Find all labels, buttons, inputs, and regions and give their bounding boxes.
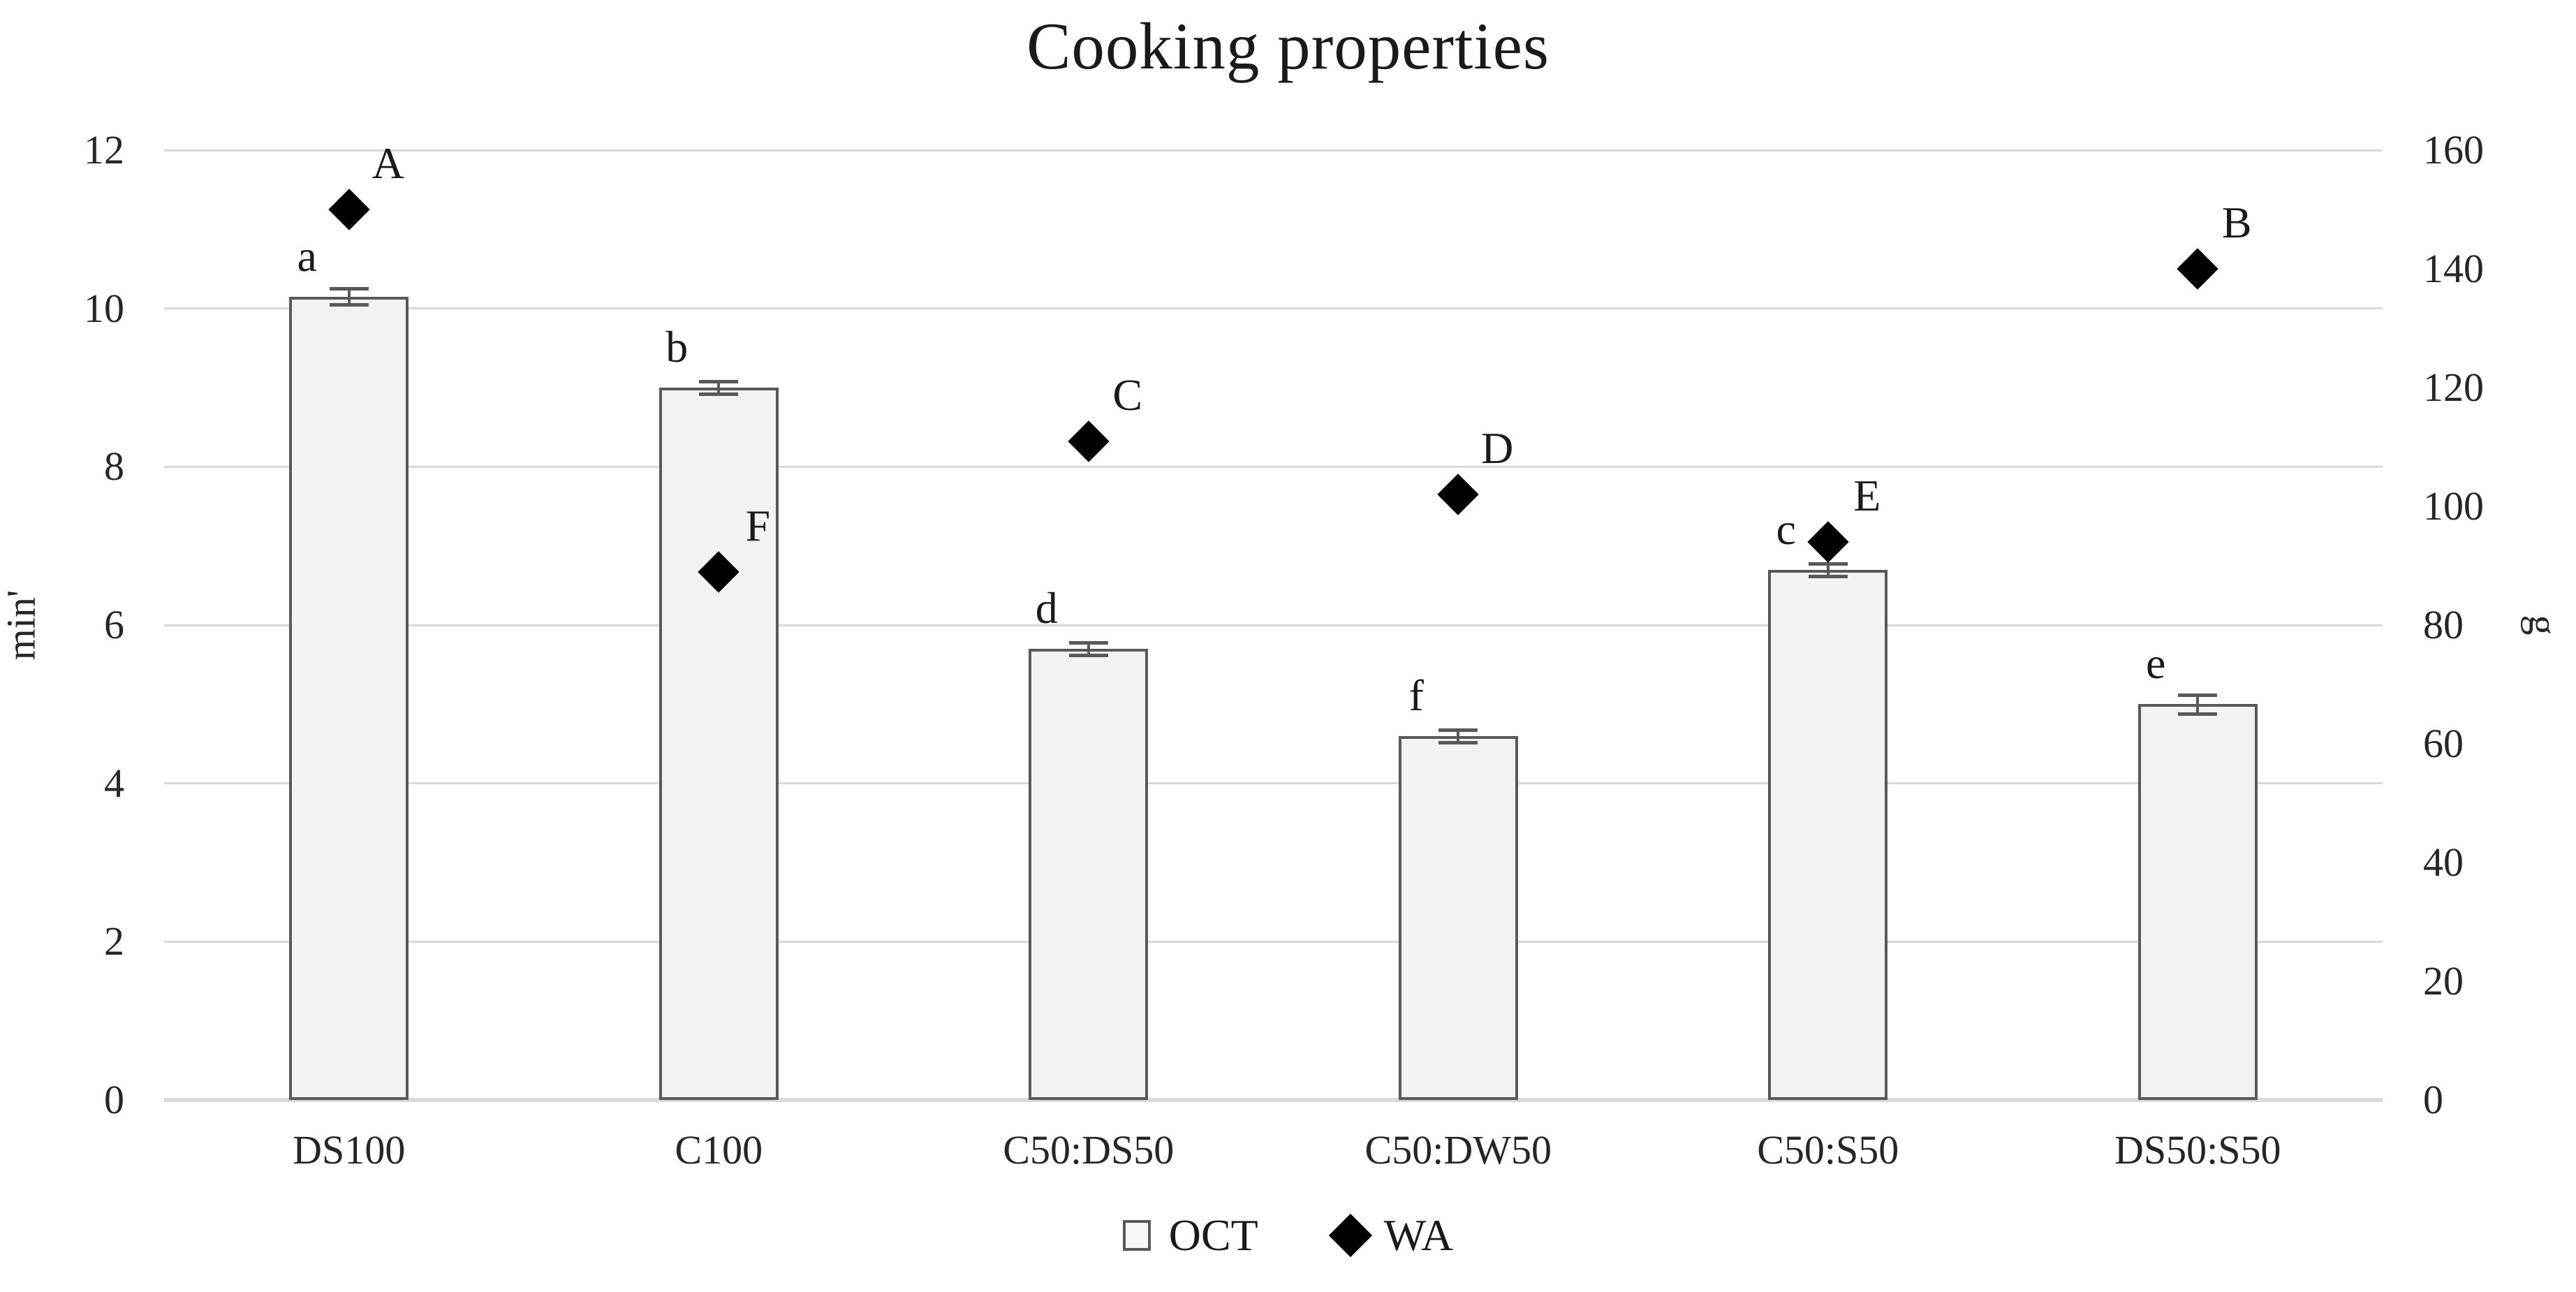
oct-bar: [1768, 569, 1888, 1100]
wa-diamond-marker: [1437, 474, 1479, 515]
bar-letter-label: b: [665, 322, 689, 372]
wa-diamond-marker: [1807, 521, 1849, 563]
x-axis-label: C50:DW50: [1364, 1127, 1552, 1173]
oct-bar: [658, 388, 779, 1100]
gridline: [164, 307, 2383, 310]
error-bar-cap-top: [2178, 693, 2218, 697]
square-outline-icon: [1122, 1220, 1151, 1251]
error-bar-line: [347, 288, 351, 304]
left-axis-tick-label: 4: [104, 760, 124, 806]
gridline: [164, 940, 2383, 943]
error-bar-cap-bottom: [2178, 712, 2218, 716]
oct-bar: [1398, 735, 1518, 1100]
error-bar-line: [2196, 694, 2200, 714]
error-bar-line: [717, 381, 721, 395]
legend-label-oct: OCT: [1168, 1210, 1258, 1260]
scatter-letter-label: C: [1112, 369, 1143, 420]
legend-item-oct: OCT: [1122, 1210, 1258, 1261]
chart-title: Cooking properties: [1026, 9, 1550, 83]
wa-diamond-marker: [1068, 420, 1110, 462]
left-axis-tick-label: 12: [84, 127, 124, 172]
oct-bar: [1029, 649, 1149, 1100]
right-axis-tick-label: 0: [2423, 1077, 2443, 1122]
wa-diamond-marker: [328, 189, 370, 230]
legend-item-wa: WA: [1328, 1210, 1454, 1261]
gridline: [164, 624, 2383, 626]
right-axis-tick-label: 20: [2423, 958, 2464, 1004]
error-bar-cap-bottom: [329, 303, 369, 307]
bar-letter-label: f: [1408, 670, 1424, 720]
error-bar-line: [1087, 642, 1090, 656]
x-axis-label: DS50:S50: [2114, 1127, 2281, 1173]
bar-letter-label: e: [2146, 638, 2166, 689]
x-axis-label: C50:DS50: [1003, 1127, 1175, 1173]
right-axis-tick-label: 120: [2423, 365, 2484, 410]
error-bar-cap-bottom: [1438, 740, 1478, 744]
error-bar-line: [1826, 563, 1830, 576]
left-axis-tick-label: 10: [84, 285, 124, 331]
scatter-letter-label: B: [2221, 198, 2252, 247]
legend: OCT WA: [0, 1210, 2576, 1261]
error-bar-cap-top: [329, 287, 369, 291]
gridline: [164, 465, 2383, 468]
left-axis-tick-label: 2: [104, 918, 124, 964]
scatter-letter-label: E: [1853, 471, 1881, 520]
left-axis-tick-label: 0: [104, 1077, 124, 1122]
bar-letter-label: d: [1035, 583, 1058, 633]
error-bar-cap-top: [1438, 728, 1478, 732]
right-axis-tick-label: 100: [2423, 483, 2484, 529]
scatter-letter-label: A: [371, 138, 404, 188]
x-axis-label: C100: [675, 1127, 763, 1173]
error-bar-cap-top: [1068, 640, 1108, 645]
right-axis-title: g: [2520, 615, 2566, 636]
gridline: [164, 782, 2383, 785]
scatter-letter-label: D: [1481, 423, 1514, 473]
error-bar-cap-bottom: [1808, 574, 1848, 578]
x-axis-label: C50:S50: [1757, 1127, 1899, 1173]
axis-baseline: [164, 1098, 2383, 1102]
x-axis-label: DS100: [293, 1127, 406, 1173]
right-axis-tick-label: 140: [2423, 246, 2484, 291]
bar-letter-label: a: [297, 230, 317, 281]
bar-letter-label: c: [1776, 504, 1796, 554]
legend-label-wa: WA: [1383, 1210, 1454, 1260]
right-axis-tick-label: 160: [2423, 127, 2484, 172]
right-axis-tick-label: 80: [2423, 602, 2464, 647]
oct-bar: [2137, 704, 2258, 1100]
scatter-letter-label: F: [745, 500, 771, 550]
wa-diamond-marker: [2177, 248, 2218, 290]
gridline: [164, 149, 2383, 152]
error-bar-line: [1457, 729, 1460, 742]
right-axis-tick-label: 60: [2423, 721, 2464, 766]
error-bar-cap-top: [1808, 561, 1848, 566]
error-bar-cap-bottom: [1068, 654, 1108, 658]
left-axis-tick-label: 6: [104, 602, 124, 647]
oct-bar: [289, 296, 409, 1100]
right-axis-tick-label: 40: [2423, 839, 2464, 885]
error-bar-cap-top: [699, 379, 739, 383]
error-bar-cap-bottom: [699, 392, 739, 397]
left-axis-tick-label: 8: [104, 443, 124, 490]
diamond-icon: [1328, 1213, 1372, 1258]
